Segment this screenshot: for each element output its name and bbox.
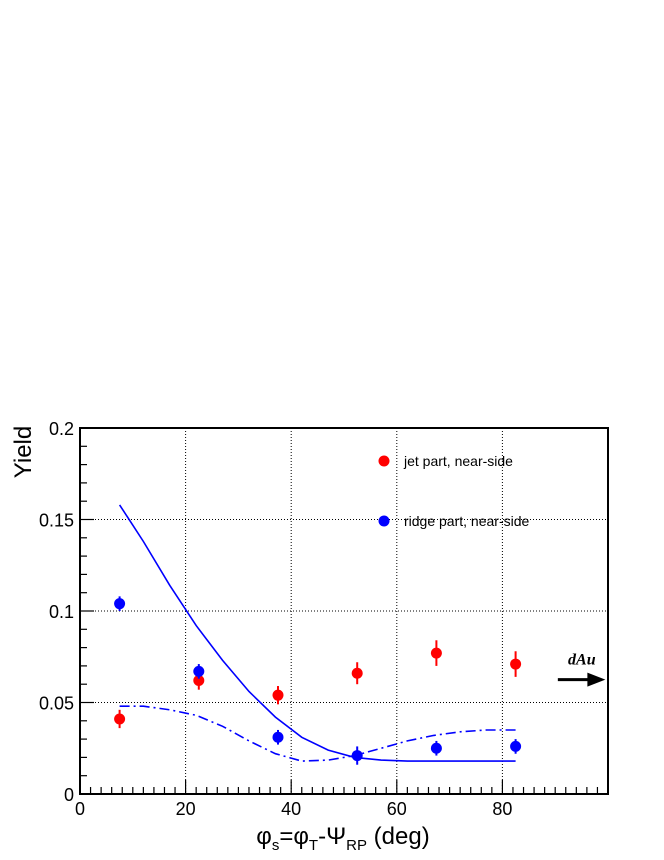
tick-labels: 0 20 40 60 80 0 0.05 0.1 0.15 0.2 [39,419,512,819]
x-tick-label-4: 80 [492,799,512,819]
data-point [351,667,363,679]
legend-label-1: ridge part, near-side [404,513,530,529]
data-point [193,665,205,677]
x-title-eq: = [279,823,293,850]
dau-annotation: dAu [557,652,606,687]
data-points [114,596,522,765]
data-point [510,658,522,670]
x-title-deg: (deg) [367,823,430,850]
x-tick-label-2: 40 [281,799,301,819]
x-tick-label-1: 20 [176,799,196,819]
ridge-series [114,596,522,765]
legend-marker-1 [378,515,390,527]
x-tick-label-0: 0 [75,799,85,819]
data-point [272,689,284,701]
data-point [272,731,284,743]
grid-lines [80,428,608,794]
legend: jet part, near-side ridge part, near-side [378,453,530,529]
y-tick-label-1: 0.05 [39,694,74,714]
x-title-sub-t: T [309,837,318,854]
x-title-psi: Ψ [326,823,346,850]
jet-series [114,640,522,729]
dau-label: dAu [568,652,596,669]
data-point [430,742,442,754]
data-point [114,598,126,610]
dau-arrow-head [587,672,606,687]
axis-ticks [79,427,609,795]
y-axis-title: Yield [10,426,37,478]
data-point [510,740,522,752]
x-title-sub-rp: RP [346,837,367,854]
model-curves [118,504,516,762]
data-point [430,647,442,659]
y-tick-label-2: 0.1 [49,602,74,622]
model-curve-dashdot [119,705,516,762]
x-title-phi: φ [256,823,272,850]
x-axis-title: φs=φT-ΨRP (deg) [256,823,429,854]
legend-label-0: jet part, near-side [403,453,513,469]
x-title-phi2: φ [293,823,309,850]
y-tick-label-4: 0.2 [49,419,74,439]
model-curve-solid [118,504,516,762]
legend-marker-0 [378,455,390,467]
data-point [193,675,205,687]
data-point [351,750,363,762]
data-point [114,713,126,725]
y-tick-label-0: 0 [64,785,74,805]
y-tick-label-3: 0.15 [39,511,74,531]
x-title-minus: - [318,823,326,850]
x-tick-label-3: 60 [387,799,407,819]
x-title-sub-s: s [272,837,280,854]
